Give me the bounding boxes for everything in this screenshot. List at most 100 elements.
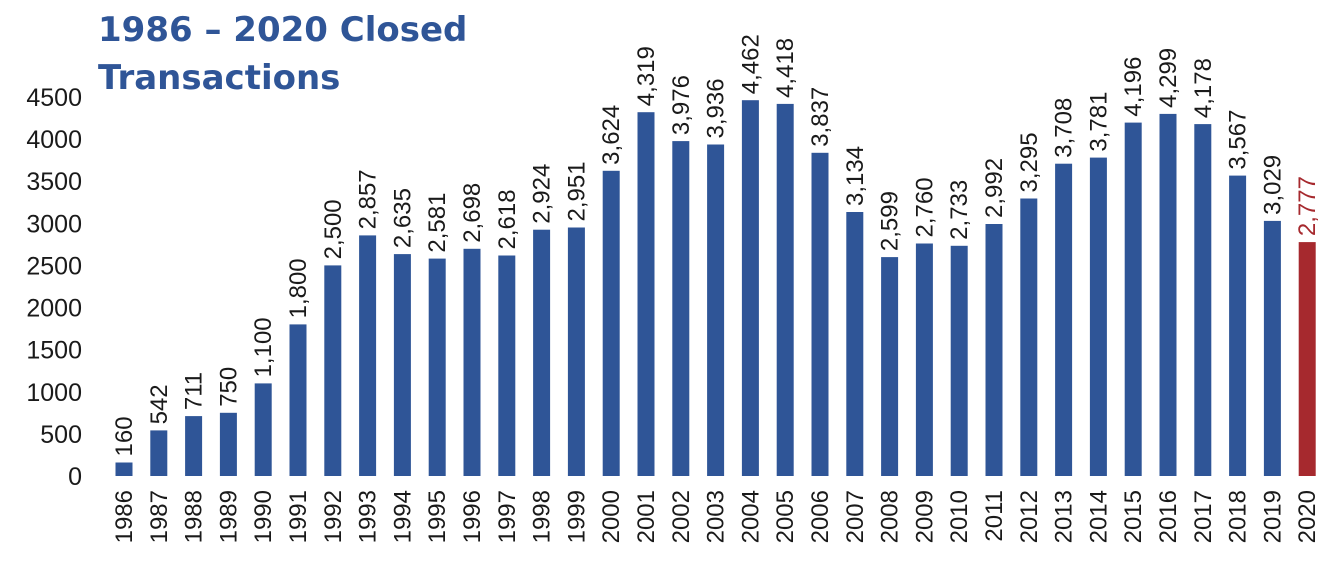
data-label-1990: 1,100 (250, 317, 277, 377)
y-tick-label: 4000 (26, 126, 82, 154)
data-label-2005: 4,418 (772, 38, 799, 98)
y-tick-label: 4500 (26, 84, 82, 112)
x-tick-label-2002: 2002 (668, 490, 695, 543)
bar-2008 (881, 257, 899, 476)
data-label-2001: 4,319 (633, 46, 660, 106)
x-tick-label-2011: 2011 (981, 490, 1008, 542)
x-tick-label-2012: 2012 (1016, 490, 1043, 543)
x-tick-label-1992: 1992 (320, 490, 347, 543)
bar-1989 (219, 412, 237, 476)
x-tick-label-1996: 1996 (459, 490, 486, 543)
x-tick-label-2006: 2006 (807, 490, 834, 543)
x-tick-label-2007: 2007 (842, 490, 869, 543)
x-tick-label-2020: 2020 (1294, 490, 1321, 543)
y-axis: 0 500 1000 1500 2000 2500 3000 3500 4000 4500 (26, 84, 82, 491)
bar-1995 (428, 258, 446, 476)
bar-2003 (707, 144, 725, 476)
data-label-2004: 4,462 (737, 34, 764, 94)
bar-2001 (637, 112, 655, 476)
bar-2007 (846, 212, 864, 476)
bar-1986 (115, 462, 133, 476)
bar-1999 (567, 227, 585, 476)
bar-2006 (811, 152, 829, 477)
data-label-2010: 2,733 (946, 180, 973, 240)
bar-1992 (324, 265, 342, 476)
x-tick-label-1991: 1991 (285, 490, 312, 543)
data-label-2000: 3,624 (598, 105, 625, 165)
x-tick-label-1986: 1986 (111, 490, 138, 543)
y-tick-label: 3500 (26, 168, 82, 196)
data-label-2008: 2,599 (877, 191, 904, 251)
x-tick-label-2015: 2015 (1120, 490, 1147, 543)
x-tick-label-1998: 1998 (529, 490, 556, 543)
y-tick-label: 0 (68, 463, 82, 491)
bar-1987 (150, 430, 168, 476)
x-tick-label-1987: 1987 (146, 490, 173, 543)
bar-1993 (359, 235, 377, 476)
bar-2019 (1263, 220, 1281, 476)
data-label-2002: 3,976 (668, 75, 695, 135)
data-label-2015: 4,196 (1120, 57, 1147, 117)
x-tick-label-2017: 2017 (1190, 490, 1217, 543)
x-tick-label-1989: 1989 (215, 490, 242, 543)
bar-1990 (254, 383, 272, 476)
bar-2004 (741, 100, 759, 476)
x-tick-label-2003: 2003 (703, 490, 730, 543)
data-label-1996: 2,698 (459, 183, 486, 243)
bar-2000 (602, 170, 620, 477)
data-label-1994: 2,635 (389, 188, 416, 248)
x-tick-label-1997: 1997 (494, 490, 521, 543)
bar-2014 (1089, 157, 1107, 476)
x-tick-label-2010: 2010 (946, 490, 973, 543)
data-label-1988: 711 (181, 372, 208, 410)
data-label-1997: 2,618 (494, 189, 521, 249)
x-tick-label-2005: 2005 (772, 490, 799, 543)
x-tick-label-1990: 1990 (250, 490, 277, 543)
bar-1991 (289, 324, 307, 476)
bar-1988 (185, 416, 203, 476)
data-label-2012: 3,295 (1016, 132, 1043, 192)
data-label-1995: 2,581 (424, 193, 451, 253)
data-label-2017: 4,178 (1190, 58, 1217, 118)
y-tick-label: 3000 (26, 210, 82, 238)
x-tick-label-2019: 2019 (1259, 490, 1286, 543)
bar-1998 (533, 229, 551, 476)
x-tick-label-1999: 1999 (563, 490, 590, 543)
data-label-2007: 3,134 (842, 146, 869, 206)
data-label-1989: 750 (215, 367, 242, 407)
y-tick-label: 1500 (26, 337, 82, 365)
bar-2005 (776, 103, 794, 477)
x-tick-label-1995: 1995 (424, 490, 451, 543)
bars (115, 100, 1316, 477)
y-tick-label: 2500 (26, 252, 82, 280)
data-label-2020: 2,777 (1294, 176, 1321, 236)
y-tick-label: 1000 (26, 379, 82, 407)
x-tick-label-2018: 2018 (1225, 490, 1252, 543)
chart-title: 1986 – 2020 Closed Transactions (98, 6, 467, 102)
x-tick-label-2014: 2014 (1085, 490, 1112, 543)
data-label-2003: 3,936 (703, 78, 730, 138)
x-tick-label-2008: 2008 (877, 490, 904, 543)
x-tick-label-2004: 2004 (737, 490, 764, 543)
x-tick-label-1988: 1988 (181, 490, 208, 543)
bar-2012 (1020, 198, 1038, 476)
data-label-1999: 2,951 (563, 161, 590, 221)
x-tick-label-2013: 2013 (1051, 490, 1078, 543)
bar-2002 (672, 141, 690, 476)
x-tick-label-1993: 1993 (355, 490, 382, 543)
data-label-2014: 3,781 (1085, 92, 1112, 152)
data-label-1991: 1,800 (285, 258, 312, 318)
data-label-2019: 3,029 (1259, 155, 1286, 215)
data-label-2018: 3,567 (1225, 110, 1252, 170)
bar-1997 (498, 255, 516, 476)
data-label-2009: 2,760 (911, 177, 938, 237)
y-tick-label: 500 (40, 421, 82, 449)
bar-2013 (1055, 163, 1073, 476)
x-axis: 1986 1987 1988 1989 1990 1991 1992 1993 1994 1995… (111, 490, 1321, 543)
bar-1996 (463, 248, 481, 476)
data-label-2011: 2,992 (981, 158, 1008, 218)
bar-2016 (1159, 113, 1177, 477)
x-tick-label-2009: 2009 (911, 490, 938, 543)
